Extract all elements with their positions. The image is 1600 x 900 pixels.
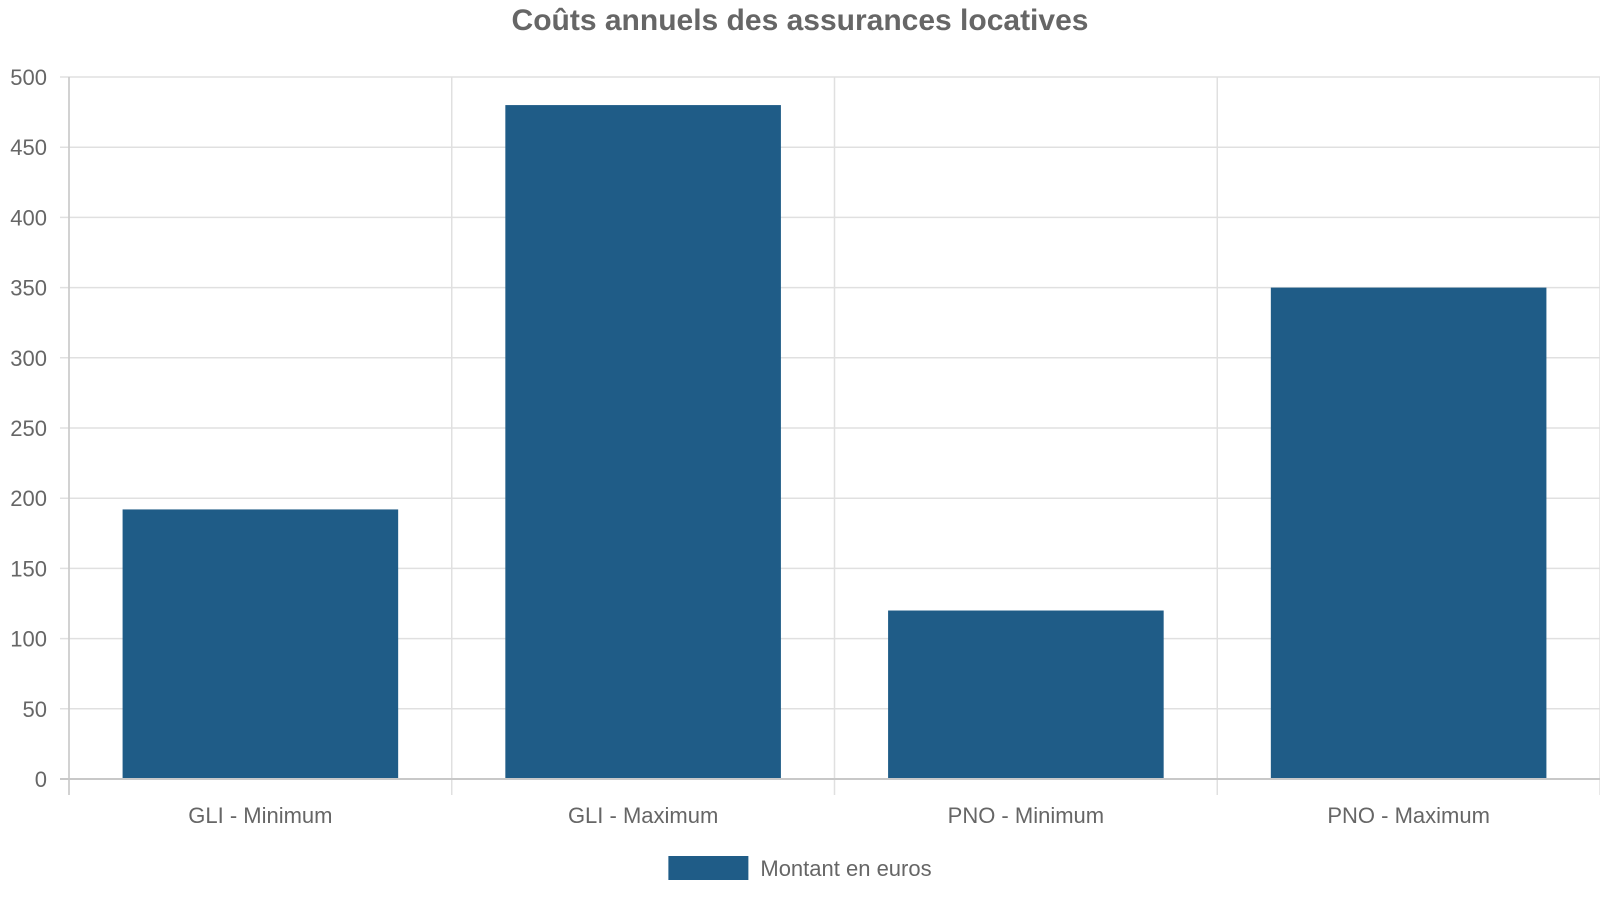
y-tick-label: 200 [10,486,47,511]
bars [122,105,1547,779]
x-tick-label: PNO - Maximum [1327,803,1490,828]
chart-title: Coûts annuels des assurances locatives [512,4,1089,37]
bar [505,105,781,779]
bar [888,610,1164,779]
y-tick-label: 300 [10,346,47,371]
y-tick-label: 400 [10,205,47,230]
y-tick-label: 150 [10,556,47,581]
y-tick-label: 0 [35,767,47,792]
axes: 0 50 100 150 200 250 300 350 400 450 500 GLI - Mini… [10,65,1600,828]
y-tick-label: 350 [10,276,47,301]
y-tick-label: 450 [10,135,47,160]
y-tick-label: 250 [10,416,47,441]
bar [122,509,399,779]
legend-swatch [668,856,749,880]
y-tick-label: 50 [23,697,47,722]
y-tick-label: 500 [10,65,47,90]
x-tick-label: GLI - Minimum [188,803,332,828]
bar [1270,287,1547,779]
legend: Montant en euros [668,856,932,881]
x-tick-label: GLI - Maximum [568,803,718,828]
x-tick-label: PNO - Minimum [948,803,1104,828]
y-tick-label: 100 [10,627,47,652]
legend-label: Montant en euros [760,856,931,881]
